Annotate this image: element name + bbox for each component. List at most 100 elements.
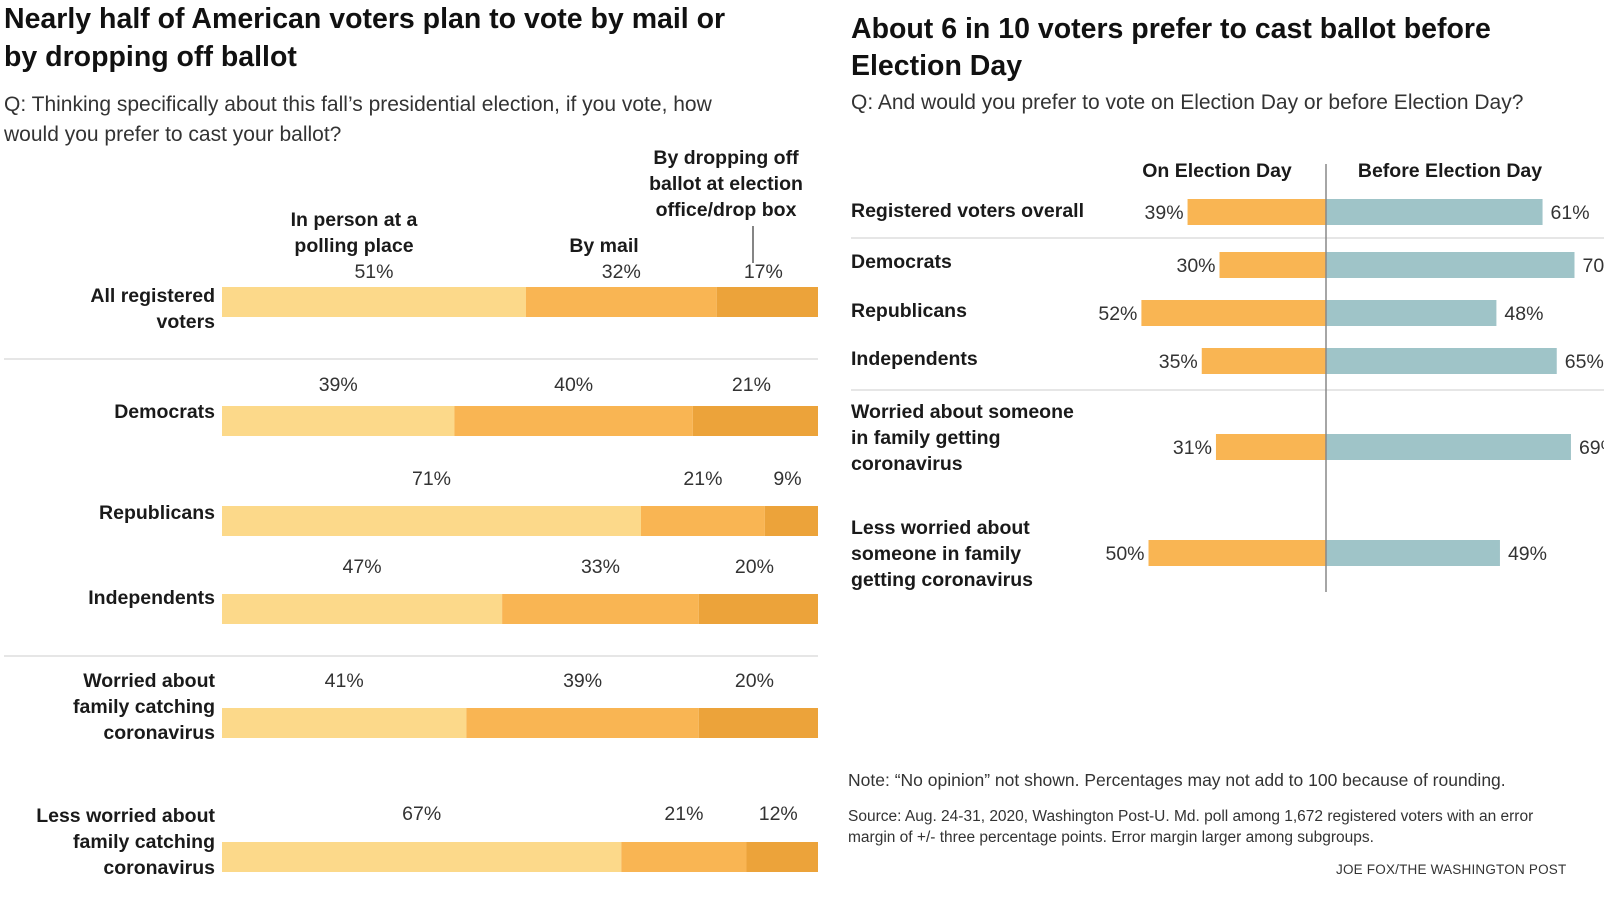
bar-before-election-day xyxy=(1326,300,1497,326)
diverging-bar-chart: On Election Day Before Election Day 39% 61%… xyxy=(851,160,1604,592)
bar-segment-in_person xyxy=(222,594,503,624)
data-label-right: 61% xyxy=(1551,202,1590,224)
bar-before-election-day xyxy=(1326,199,1543,225)
data-label-left: 35% xyxy=(1159,351,1198,373)
left-column-header: On Election Day xyxy=(1142,160,1292,182)
stacked-bar-chart: In person at a polling place By mail By dro… xyxy=(4,147,818,879)
data-label: 9% xyxy=(773,468,801,490)
bar-segment-drop xyxy=(698,594,818,624)
data-label-left: 50% xyxy=(1105,543,1144,565)
data-label-right: 49% xyxy=(1508,543,1547,565)
footnote: Note: “No opinion” not shown. Percentage… xyxy=(848,770,1506,790)
data-label: 41% xyxy=(325,670,364,692)
source-text: Source: Aug. 24-31, 2020, Washington Pos… xyxy=(848,808,1534,846)
bar-on-election-day xyxy=(1201,348,1326,374)
right-column-header: Before Election Day xyxy=(1358,160,1542,182)
row-label: Democrats xyxy=(851,251,952,273)
row-label: family catching xyxy=(73,831,215,853)
left-chart-subtitle-line1: Q: Thinking specifically about this fall… xyxy=(4,93,712,116)
row-label: Republicans xyxy=(99,502,215,524)
credit-text: JOE FOX/THE WASHINGTON POST xyxy=(1336,862,1567,877)
row-label: Independents xyxy=(851,348,978,370)
column-header-in_person: polling place xyxy=(294,235,413,257)
row-label: All registered xyxy=(90,285,215,307)
bar-before-election-day xyxy=(1326,540,1500,566)
bar-segment-mail xyxy=(621,842,747,872)
data-label-right: 48% xyxy=(1504,303,1543,325)
bar-segment-mail xyxy=(525,287,717,317)
data-label: 33% xyxy=(581,556,620,578)
bar-before-election-day xyxy=(1326,434,1571,460)
right-chart-panel: About 6 in 10 voters prefer to cast ball… xyxy=(848,0,1604,904)
data-label: 51% xyxy=(354,261,393,283)
column-header-in_person: In person at a xyxy=(291,209,418,231)
data-label-right: 70% xyxy=(1583,255,1604,277)
data-label: 12% xyxy=(759,803,798,825)
bar-segment-drop xyxy=(692,406,818,436)
bar-segment-in_person xyxy=(222,406,455,436)
row-label: Democrats xyxy=(114,401,215,423)
bar-segment-drop xyxy=(764,506,818,536)
data-label: 21% xyxy=(732,374,771,396)
data-label: 39% xyxy=(319,374,358,396)
row-label: Independents xyxy=(88,587,215,609)
bar-on-election-day xyxy=(1148,540,1326,566)
data-label: 47% xyxy=(343,556,382,578)
bar-on-election-day xyxy=(1187,199,1326,225)
right-chart-title-line1: About 6 in 10 voters prefer to cast ball… xyxy=(851,13,1491,45)
bar-segment-mail xyxy=(466,708,699,738)
data-label-left: 31% xyxy=(1173,437,1212,459)
bar-segment-in_person xyxy=(222,708,467,738)
column-header-drop: ballot at election xyxy=(649,173,803,195)
data-label: 32% xyxy=(602,261,641,283)
row-label: someone in family xyxy=(851,543,1021,565)
row-label: family catching xyxy=(73,696,215,718)
right-chart-subtitle: Q: And would you prefer to vote on Elect… xyxy=(851,91,1524,114)
bar-segment-in_person xyxy=(222,287,526,317)
row-label: in family getting xyxy=(851,427,1001,449)
bar-segment-mail xyxy=(454,406,693,436)
column-header-mail: By mail xyxy=(569,235,638,257)
column-header-drop: office/drop box xyxy=(656,199,797,221)
data-label: 20% xyxy=(735,556,774,578)
data-label: 67% xyxy=(402,803,441,825)
row-label: coronavirus xyxy=(103,722,215,744)
row-label: Less worried about xyxy=(36,805,215,827)
bar-segment-mail xyxy=(640,506,765,536)
data-label-right: 65% xyxy=(1565,351,1604,373)
left-chart-subtitle-line2: would you prefer to cast your ballot? xyxy=(4,123,342,146)
row-label: getting coronavirus xyxy=(851,569,1033,591)
bar-before-election-day xyxy=(1326,252,1575,278)
bar-segment-in_person xyxy=(222,842,622,872)
data-label-left: 30% xyxy=(1176,255,1215,277)
data-label: 20% xyxy=(735,670,774,692)
bar-segment-in_person xyxy=(222,506,641,536)
data-label-left: 52% xyxy=(1098,303,1137,325)
left-chart-title-line2: by dropping off ballot xyxy=(4,41,297,73)
bar-on-election-day xyxy=(1141,300,1326,326)
bar-segment-mail xyxy=(502,594,699,624)
row-label: voters xyxy=(156,311,215,333)
row-label: Worried about xyxy=(83,670,215,692)
bar-segment-drop xyxy=(746,842,818,872)
bar-on-election-day xyxy=(1215,434,1326,460)
data-label-right: 69% xyxy=(1579,437,1604,459)
data-label-left: 39% xyxy=(1145,202,1184,224)
left-chart-panel: Nearly half of American voters plan to v… xyxy=(4,3,818,879)
row-label: Registered voters overall xyxy=(851,200,1084,222)
row-label: Worried about someone xyxy=(851,401,1074,423)
bar-segment-drop xyxy=(698,708,818,738)
row-label: coronavirus xyxy=(851,453,963,475)
column-header-drop: By dropping off xyxy=(653,147,799,169)
data-label: 21% xyxy=(683,468,722,490)
right-chart-title-line2: Election Day xyxy=(851,50,1023,82)
data-label: 21% xyxy=(664,803,703,825)
bar-segment-drop xyxy=(716,287,818,317)
row-label: coronavirus xyxy=(103,857,215,879)
row-label: Republicans xyxy=(851,300,967,322)
data-label: 39% xyxy=(563,670,602,692)
bar-on-election-day xyxy=(1219,252,1326,278)
row-label: Less worried about xyxy=(851,517,1030,539)
data-label: 17% xyxy=(744,261,783,283)
left-chart-title-line1: Nearly half of American voters plan to v… xyxy=(4,3,726,35)
